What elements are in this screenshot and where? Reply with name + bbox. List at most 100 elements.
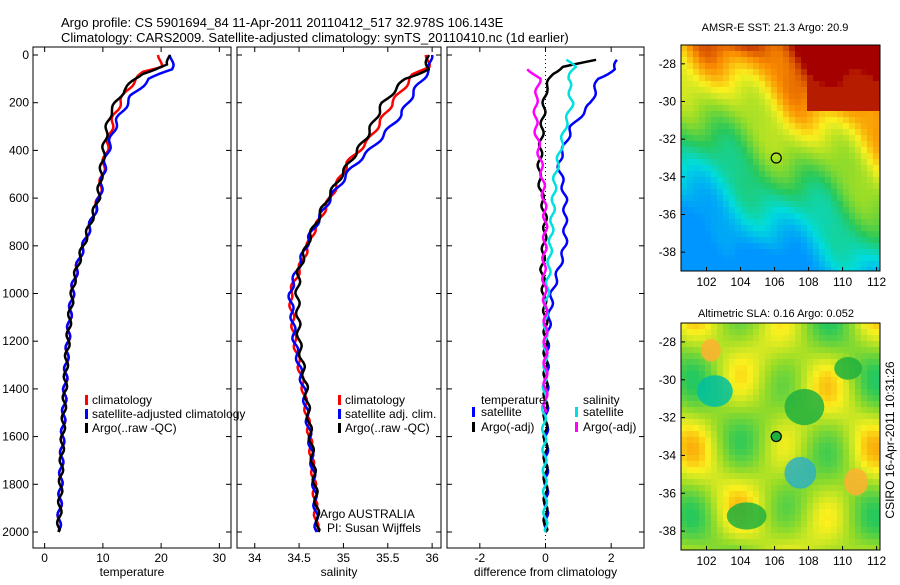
map-cell — [747, 533, 753, 539]
map-cell — [687, 225, 693, 231]
map-cell — [807, 183, 813, 189]
map-cell — [831, 249, 837, 255]
map-cell — [699, 183, 705, 189]
map-cell — [765, 201, 771, 207]
map-cell — [693, 419, 699, 425]
map-cell — [855, 267, 861, 271]
map-cell — [861, 365, 867, 371]
map-cell — [819, 461, 825, 467]
map-cell — [735, 237, 741, 243]
map-cell — [759, 231, 765, 237]
plot-frame — [236, 46, 442, 549]
map-cell — [711, 243, 717, 249]
map-cell — [753, 473, 759, 479]
map-cell — [825, 99, 831, 105]
map-cell — [681, 87, 687, 93]
map-cell — [813, 81, 819, 87]
map-cell — [729, 341, 735, 347]
map-cell — [759, 237, 765, 243]
map-cell — [795, 503, 801, 509]
map-cell — [801, 359, 807, 365]
map-cell — [777, 219, 783, 225]
map-cell — [729, 159, 735, 165]
map-cell — [753, 189, 759, 195]
map-cell — [759, 335, 765, 341]
map-cell — [765, 371, 771, 377]
map-cell — [747, 213, 753, 219]
map-cell — [861, 165, 867, 171]
map-cell — [861, 93, 867, 99]
map-cell — [735, 341, 741, 347]
map-cell — [711, 413, 717, 419]
map-cell — [729, 261, 735, 267]
map-cell — [723, 353, 729, 359]
map-cell — [831, 413, 837, 419]
map-cell — [681, 69, 687, 75]
map-cell — [747, 341, 753, 347]
map-cell — [837, 129, 843, 135]
map-cell — [723, 533, 729, 539]
y-tick-label: 1400 — [2, 382, 29, 396]
map-cell — [813, 419, 819, 425]
map-cell — [855, 431, 861, 437]
map-cell — [735, 437, 741, 443]
map-cell — [777, 425, 783, 431]
map-cell — [711, 431, 717, 437]
map-cell — [825, 497, 831, 503]
map-cell — [735, 147, 741, 153]
map-cell — [873, 57, 879, 63]
map-cell — [687, 479, 693, 485]
map-cell — [729, 129, 735, 135]
map-cell — [705, 111, 711, 117]
map-cell — [753, 329, 759, 335]
map-cell — [783, 69, 789, 75]
map-cell — [741, 87, 747, 93]
map-cell — [873, 147, 879, 153]
map-cell — [705, 243, 711, 249]
map-cell — [795, 69, 801, 75]
map-y-tick-label: -38 — [659, 245, 677, 259]
map-cell — [801, 57, 807, 63]
map-cell — [843, 129, 849, 135]
map-cell — [777, 491, 783, 497]
map-cell — [861, 135, 867, 141]
map-cell — [777, 231, 783, 237]
map-cell — [735, 117, 741, 123]
map-cell — [771, 195, 777, 201]
map-cell — [831, 147, 837, 153]
map-cell — [759, 431, 765, 437]
map-cell — [759, 401, 765, 407]
map-cell — [687, 485, 693, 491]
map-cell — [867, 425, 873, 431]
map-cell — [831, 93, 837, 99]
map-cell — [825, 87, 831, 93]
map-cell — [681, 521, 687, 527]
map-cell — [681, 335, 687, 341]
map-cell — [687, 99, 693, 105]
map-cell — [729, 45, 735, 51]
map-cell — [747, 261, 753, 267]
map-cell — [735, 105, 741, 111]
map-cell — [693, 105, 699, 111]
legend-label: satellite adj. clim. — [345, 407, 436, 421]
map-cell — [699, 255, 705, 261]
map-cell — [849, 63, 855, 69]
map-cell — [801, 261, 807, 267]
map-cell — [801, 497, 807, 503]
map-cell — [789, 63, 795, 69]
map-cell — [831, 171, 837, 177]
map-cell — [873, 503, 879, 509]
map-cell — [693, 177, 699, 183]
map-cell — [861, 425, 867, 431]
map-cell — [759, 45, 765, 51]
map-cell — [741, 323, 747, 329]
map-y-tick-label: -30 — [659, 373, 677, 387]
map-cell — [861, 45, 867, 51]
map-cell — [825, 347, 831, 353]
map-cell — [717, 171, 723, 177]
map-cell — [783, 261, 789, 267]
map-cell — [759, 383, 765, 389]
map-cell — [795, 443, 801, 449]
map-cell — [759, 153, 765, 159]
map-cell — [699, 329, 705, 335]
